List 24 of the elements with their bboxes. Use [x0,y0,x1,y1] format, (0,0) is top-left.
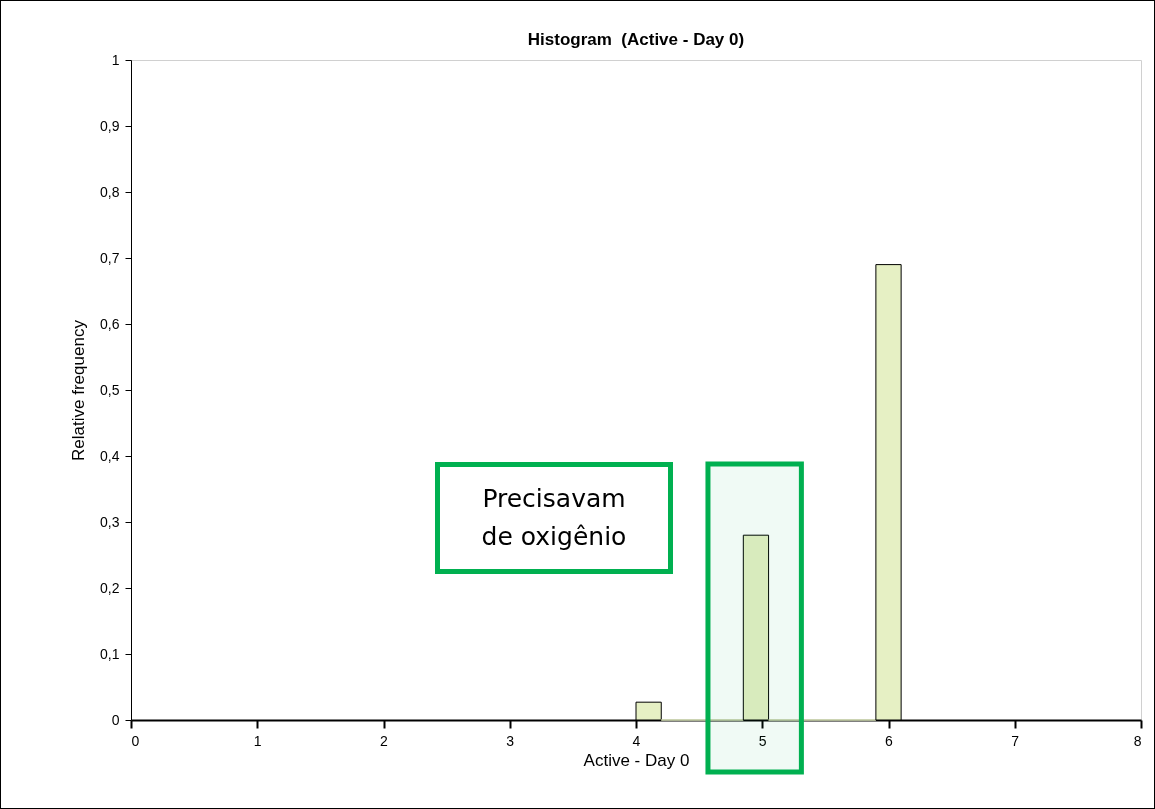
x-axis-title: Active - Day 0 [583,750,690,770]
y-tick-label: 0,3 [100,513,120,530]
x-tick-label: 1 [253,732,262,749]
chart-title: Histogram (Active - Day 0) [527,30,745,49]
y-tick-label: 0,2 [100,579,120,596]
x-tick-label: 3 [506,732,515,749]
y-axis-title: Relative frequency [69,319,89,461]
y-tick-label: 0,1 [100,645,120,662]
y-tick-label: 0,8 [100,183,120,200]
x-tick-label: 7 [1011,732,1020,749]
annotation: Precisavam de oxigênio [480,483,628,553]
x-tick-label: 0 [131,732,140,749]
x-tick-label: 4 [632,732,641,749]
y-tick-label: 0,9 [100,117,120,134]
y-tick-label: 1 [111,51,120,68]
y-tick-label: 0,4 [100,447,120,464]
x-tick-label: 2 [380,732,389,749]
y-tick-label: 0,5 [100,381,120,398]
x-tick-label: 6 [885,732,894,749]
x-tick-label: 8 [1133,732,1142,749]
y-tick-label: 0 [111,711,120,728]
y-tick-label: 0,7 [100,249,120,266]
y-tick-label: 0,6 [100,315,120,332]
x-tick-label: 5 [758,732,767,749]
